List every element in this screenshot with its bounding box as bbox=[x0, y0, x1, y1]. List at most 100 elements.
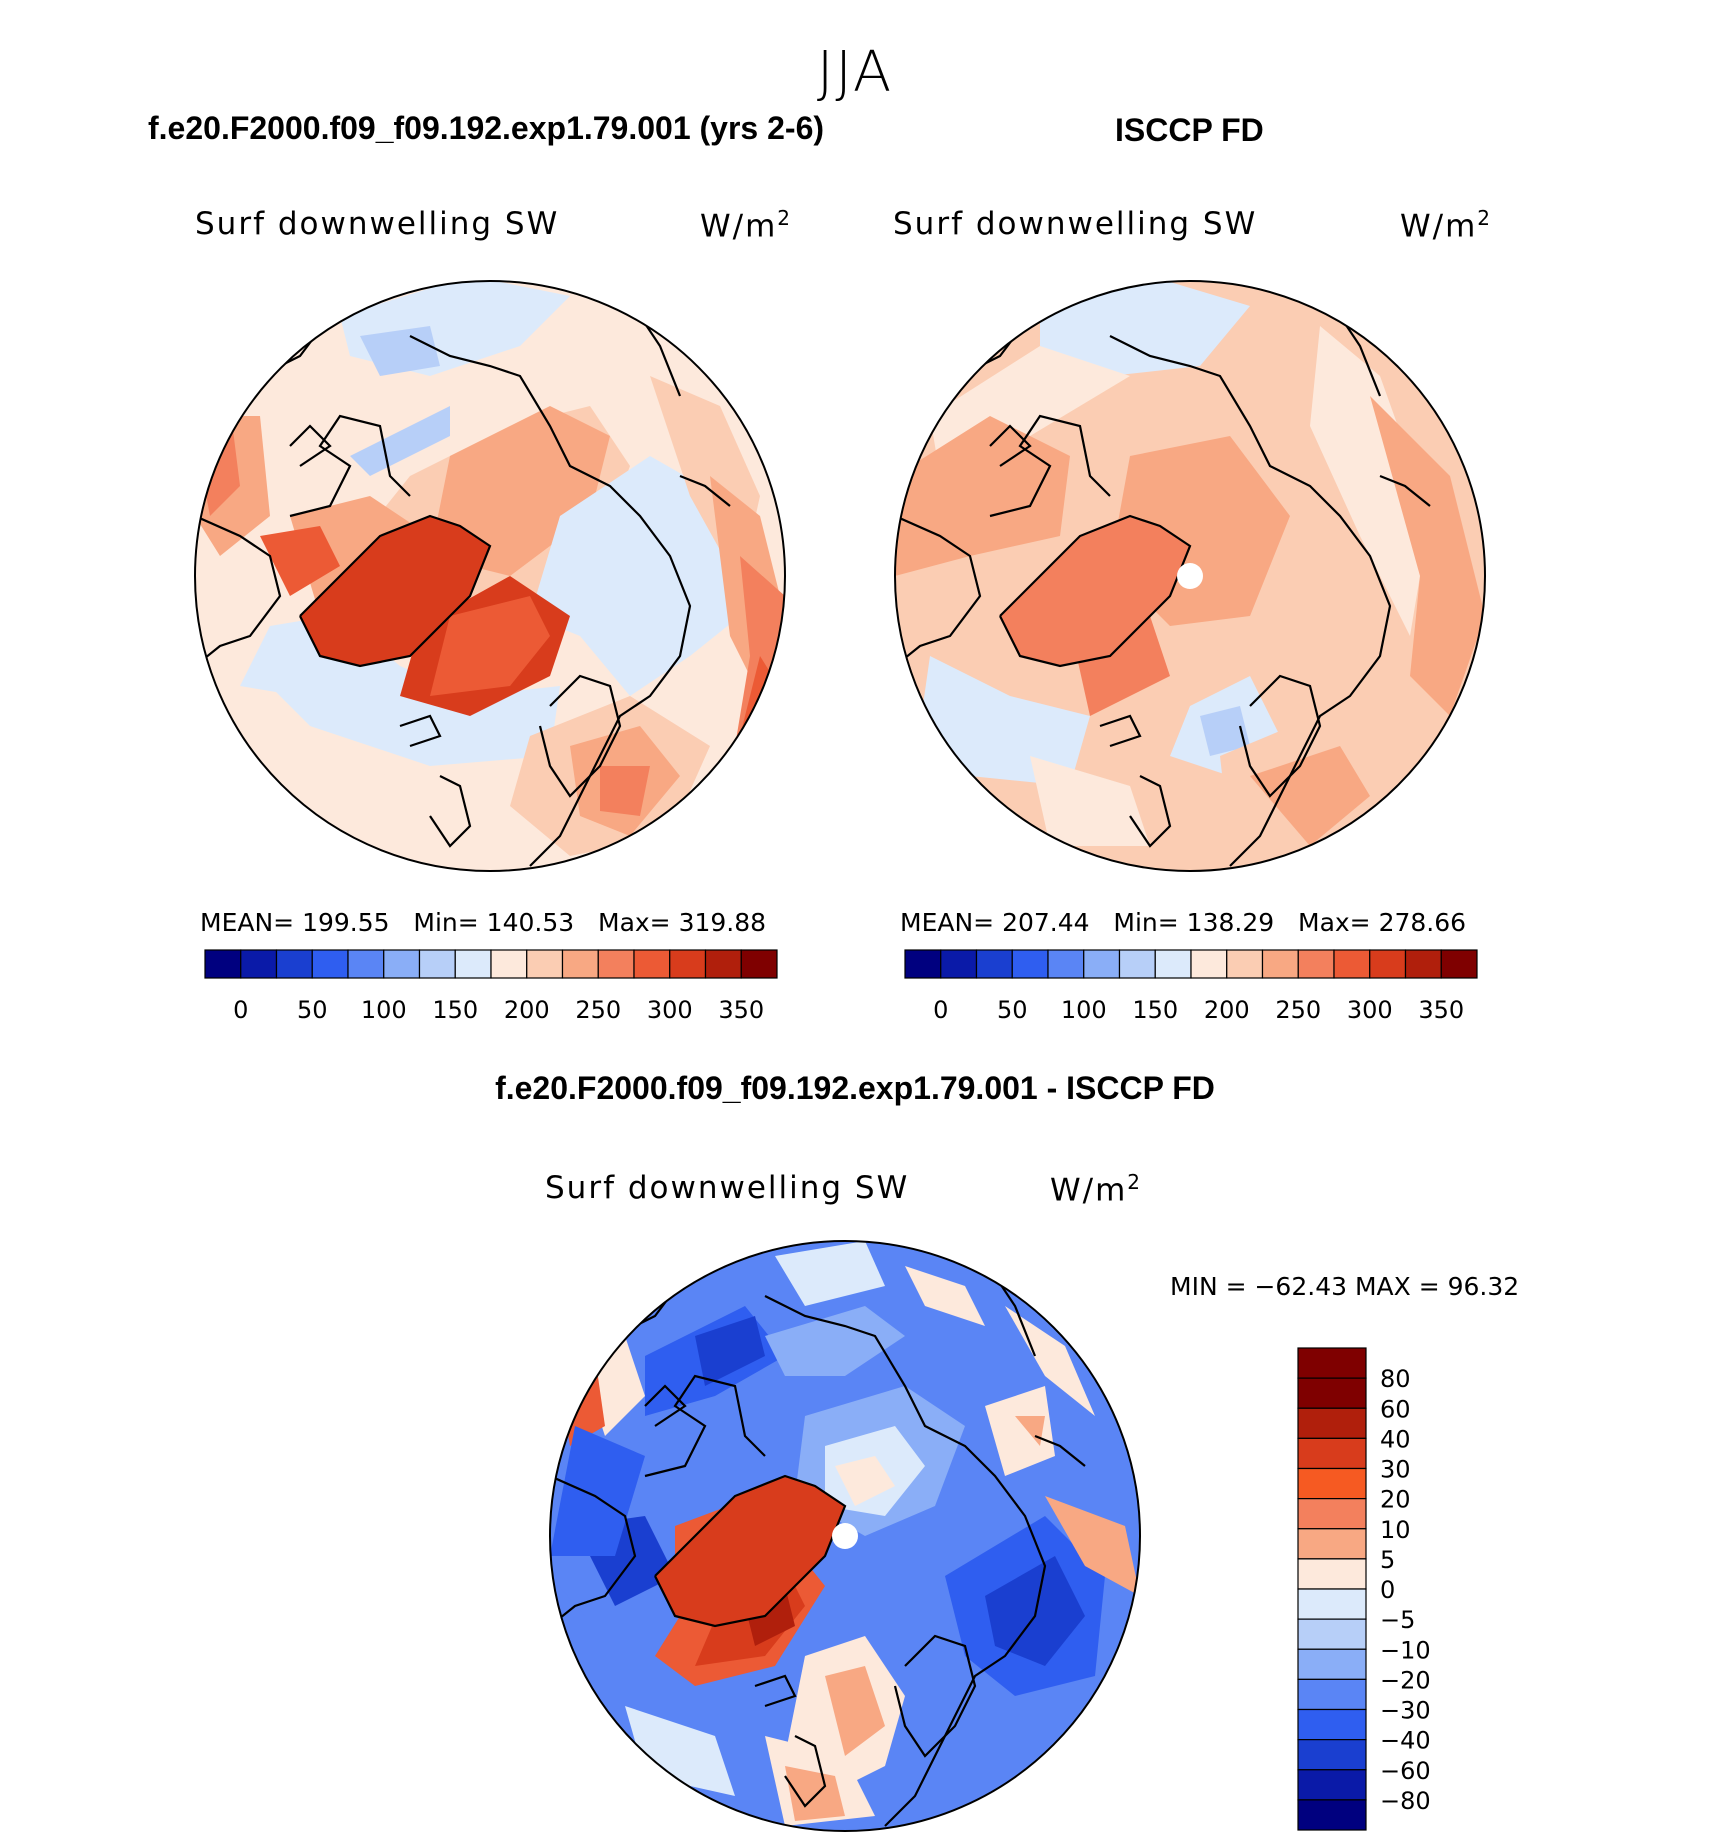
diff-coastline bbox=[893, 1634, 977, 1758]
panel-2-colorbar-swatch bbox=[1083, 949, 1121, 979]
panel-2-colorbar-swatch bbox=[1440, 949, 1478, 979]
panel-2-coastline bbox=[989, 424, 1032, 467]
panel-2-variable-label: Surf downwelling SW bbox=[893, 206, 1258, 242]
diff-coastline bbox=[754, 1674, 797, 1708]
diff-map-boundary bbox=[549, 1240, 1141, 1832]
diff-contour-region bbox=[695, 1316, 765, 1386]
panel-2-contour-region bbox=[920, 656, 1090, 786]
panel-1-colorbar-swatch bbox=[740, 949, 778, 979]
diff-greenland-field bbox=[655, 1476, 845, 1626]
panel-1-coastline bbox=[289, 424, 332, 467]
panel-1-colorbar-tick-label: 200 bbox=[504, 996, 550, 1024]
panel-1-colorbar-tick-label: 300 bbox=[647, 996, 693, 1024]
diff-colorbar-tick-label: −40 bbox=[1380, 1727, 1431, 1755]
diff-colorbar-tick-label: −80 bbox=[1380, 1787, 1431, 1815]
diff-colorbar-swatch bbox=[1297, 1739, 1367, 1771]
diff-contour-region bbox=[550, 1426, 645, 1556]
diff-units: W/m2 bbox=[1050, 1170, 1143, 1209]
diff-contour-region bbox=[775, 1241, 885, 1306]
panel-2-coastline bbox=[1109, 335, 1392, 867]
panel-1-colorbar-tick-label: 100 bbox=[361, 996, 407, 1024]
panel-2-colorbar-swatch bbox=[1333, 949, 1371, 979]
panel-2-contour-region bbox=[1370, 396, 1485, 716]
diff-contour-region bbox=[985, 1386, 1055, 1476]
panel-1-colorbar-swatch bbox=[204, 949, 242, 979]
panel-2-case-title: ISCCP FD bbox=[1115, 112, 1264, 148]
diff-contour-region bbox=[825, 1666, 885, 1756]
diff-colorbar-swatch bbox=[1297, 1648, 1367, 1680]
panel-1-coastline bbox=[399, 714, 442, 748]
panel-2-colorbar-swatch bbox=[904, 949, 942, 979]
panel-1-colorbar-tick-label: 150 bbox=[432, 996, 478, 1024]
panel-2-colorbar-swatch bbox=[1154, 949, 1192, 979]
panel-2-colorbar-swatch bbox=[1404, 949, 1442, 979]
diff-colorbar-tick-label: −5 bbox=[1380, 1606, 1415, 1634]
diff-colorbar-tick-label: 30 bbox=[1380, 1456, 1411, 1484]
panel-1-colorbar-swatch bbox=[597, 949, 635, 979]
panel-1-colorbar-swatch bbox=[669, 949, 707, 979]
panel-1-colorbar-swatch bbox=[561, 949, 599, 979]
panel-1-colorbar: 0 50 100 150 200 250 300 350 bbox=[204, 949, 778, 1024]
panel-2-coastline bbox=[1099, 714, 1142, 748]
diff-coastline bbox=[644, 1374, 766, 1478]
diff-coastline bbox=[1034, 1434, 1086, 1467]
panel-2-stats: MEAN= 207.44 Min= 138.29 Max= 278.66 bbox=[900, 908, 1467, 937]
diff-colorbar-swatch bbox=[1297, 1377, 1367, 1409]
diff-colorbar-tick-label: −10 bbox=[1380, 1636, 1431, 1664]
panel-2-colorbar-tick-label: 250 bbox=[1275, 996, 1321, 1024]
panel-2-contour-region bbox=[1250, 746, 1370, 846]
panel-2-greenland-field bbox=[1000, 516, 1190, 666]
diff-contour-region bbox=[1015, 1416, 1045, 1446]
panel-1-coastline bbox=[195, 514, 282, 667]
diff-colorbar-swatch bbox=[1297, 1558, 1367, 1590]
panel-1-colorbar-swatch bbox=[704, 949, 742, 979]
panel-1-coastline bbox=[299, 514, 492, 668]
panel-1-colorbar-swatch bbox=[633, 949, 671, 979]
diff-colorbar-swatch bbox=[1297, 1528, 1367, 1560]
panel-2-map bbox=[894, 280, 1486, 872]
panel-2-colorbar-tick-label: 100 bbox=[1061, 996, 1107, 1024]
diff-colorbar-swatch bbox=[1297, 1498, 1367, 1530]
panel-1-units: W/m2 bbox=[700, 206, 793, 245]
diff-colorbar-tick-label: 20 bbox=[1380, 1486, 1411, 1514]
panel-2-coastline bbox=[1129, 775, 1172, 848]
panel-1-coastline bbox=[538, 674, 622, 798]
panel-2-colorbar-swatch bbox=[1118, 949, 1156, 979]
panel-2-colorbar-swatch bbox=[1297, 949, 1335, 979]
diff-colorbar-swatch bbox=[1297, 1407, 1367, 1439]
panel-2-coastline bbox=[895, 514, 982, 667]
panel-2-colorbar-swatch bbox=[975, 949, 1013, 979]
panel-1-colorbar-swatch bbox=[240, 949, 278, 979]
diff-colorbar-swatch bbox=[1297, 1347, 1367, 1379]
panel-2-colorbar-swatch bbox=[1011, 949, 1049, 979]
diff-coastline bbox=[764, 1295, 1047, 1827]
panel-2-contour-region bbox=[1200, 706, 1250, 756]
panel-1-case-title: f.e20.F2000.f09_f09.192.exp1.79.001 (yrs… bbox=[148, 110, 825, 146]
panel-2-coastline bbox=[1379, 474, 1431, 507]
panel-1-coastline bbox=[409, 335, 692, 867]
diff-colorbar-tick-label: 5 bbox=[1380, 1546, 1395, 1574]
diff-variable-label: Surf downwelling SW bbox=[545, 1170, 910, 1206]
panel-1-contour-region bbox=[430, 596, 550, 696]
panel-2-colorbar-tick-label: 300 bbox=[1347, 996, 1393, 1024]
panel-1-contour-region bbox=[360, 326, 440, 376]
diff-colorbar-swatch bbox=[1297, 1708, 1367, 1741]
panel-1-colorbar-swatch bbox=[490, 949, 528, 979]
diff-colorbar-swatch bbox=[1297, 1678, 1367, 1711]
diff-map bbox=[549, 1240, 1141, 1832]
diff-colorbar-tick-label: 60 bbox=[1380, 1395, 1411, 1423]
diff-colorbar-swatch bbox=[1297, 1618, 1367, 1650]
diff-colorbar-swatch bbox=[1297, 1769, 1367, 1801]
panel-1-colorbar-tick-label: 50 bbox=[297, 996, 328, 1024]
panel-2-colorbar-tick-label: 350 bbox=[1418, 996, 1464, 1024]
panel-1-contour-region bbox=[600, 766, 650, 816]
diff-minmax: MIN = −62.43 MAX = 96.32 bbox=[1170, 1272, 1520, 1301]
panel-2-coastline bbox=[1238, 674, 1322, 798]
panel-2-colorbar-tick-label: 0 bbox=[933, 996, 948, 1024]
panel-2-coastline bbox=[989, 414, 1111, 518]
panel-1-greenland-field bbox=[300, 516, 490, 666]
panel-2-contour-region bbox=[1030, 756, 1150, 846]
diff-colorbar-tick-label: −60 bbox=[1380, 1757, 1431, 1785]
panel-2-units: W/m2 bbox=[1400, 206, 1493, 245]
